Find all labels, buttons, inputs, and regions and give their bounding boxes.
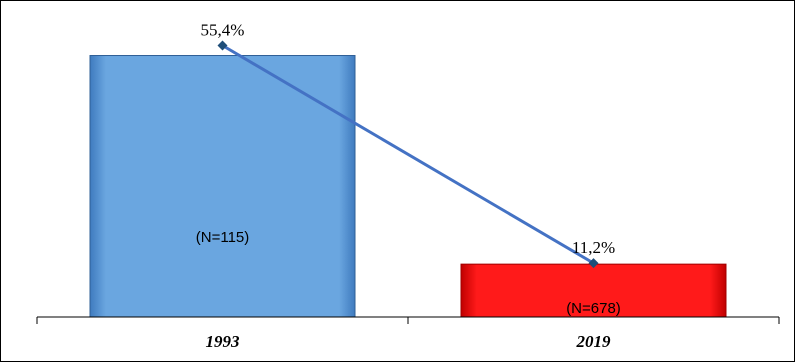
bar-1993 (89, 55, 356, 318)
x-tick-label-2019: 2019 (576, 332, 612, 351)
trend-line (221, 44, 595, 265)
value-label-2019: 11,2% (572, 238, 615, 257)
bar-annotation-1993: (N=115) (196, 229, 250, 246)
bar-2019 (460, 263, 727, 318)
trend-marker-1993 (217, 40, 228, 51)
bar-annotation-2019: (N=678) (566, 300, 621, 317)
trend-marker-2019 (588, 258, 599, 269)
x-tick-label-1993: 1993 (206, 332, 241, 351)
value-label-1993: 55,4% (201, 21, 245, 40)
